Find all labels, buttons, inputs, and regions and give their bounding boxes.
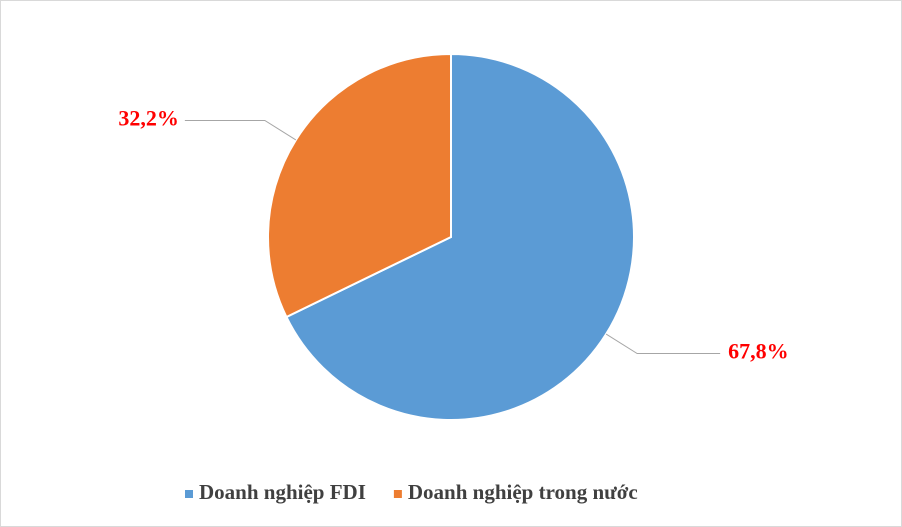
- data-label: 67,8%: [728, 339, 789, 364]
- legend-label: Doanh nghiệp FDI: [199, 480, 366, 504]
- legend-marker: [393, 490, 402, 498]
- data-label: 32,2%: [118, 106, 179, 131]
- pie-slice: [267, 52, 452, 319]
- legend-label: Doanh nghiệp trong nước: [408, 480, 638, 504]
- legend-marker: [185, 490, 193, 498]
- leader-line: [184, 119, 297, 141]
- leader-line: [605, 333, 721, 355]
